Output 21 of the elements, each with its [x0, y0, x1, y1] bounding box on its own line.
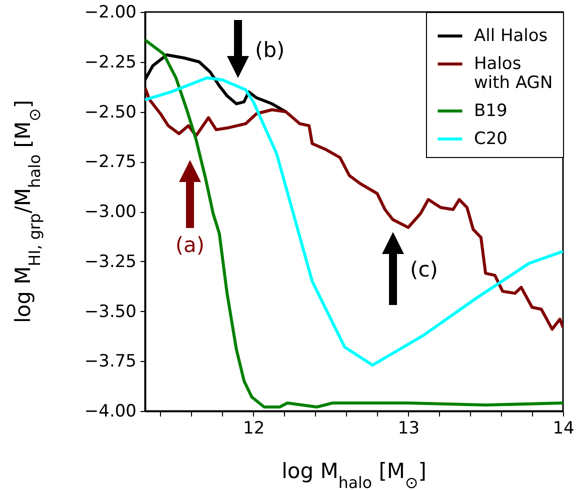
- x-tick-label: 14: [552, 418, 574, 438]
- y-tick-label: −3.00: [84, 202, 136, 222]
- y-tick-label: −2.00: [84, 2, 136, 22]
- annotation: (b): [255, 38, 285, 62]
- y-tick-label: −2.25: [84, 52, 136, 72]
- y-tick-label: −3.75: [84, 352, 136, 372]
- legend-label: All Halos: [474, 26, 548, 46]
- x-tick-label: 13: [398, 418, 420, 438]
- legend-label: B19: [474, 101, 508, 121]
- y-tick-label: −2.50: [84, 102, 136, 122]
- line-series: [145, 76, 563, 367]
- y-tick-label: −4.00: [84, 402, 136, 422]
- x-tick-label: 12: [243, 418, 265, 438]
- y-tick-label: −3.25: [84, 252, 136, 272]
- y-tick-label: −2.75: [84, 152, 136, 172]
- legend-label: Halos with AGN: [474, 54, 553, 93]
- annotation: (c): [410, 258, 438, 282]
- y-tick-label: −3.50: [84, 302, 136, 322]
- legend-label: C20: [474, 129, 508, 149]
- x-axis-title: log M$_{halo}$ [M$_{⊙}$]: [282, 459, 426, 490]
- annotation: (a): [175, 233, 205, 257]
